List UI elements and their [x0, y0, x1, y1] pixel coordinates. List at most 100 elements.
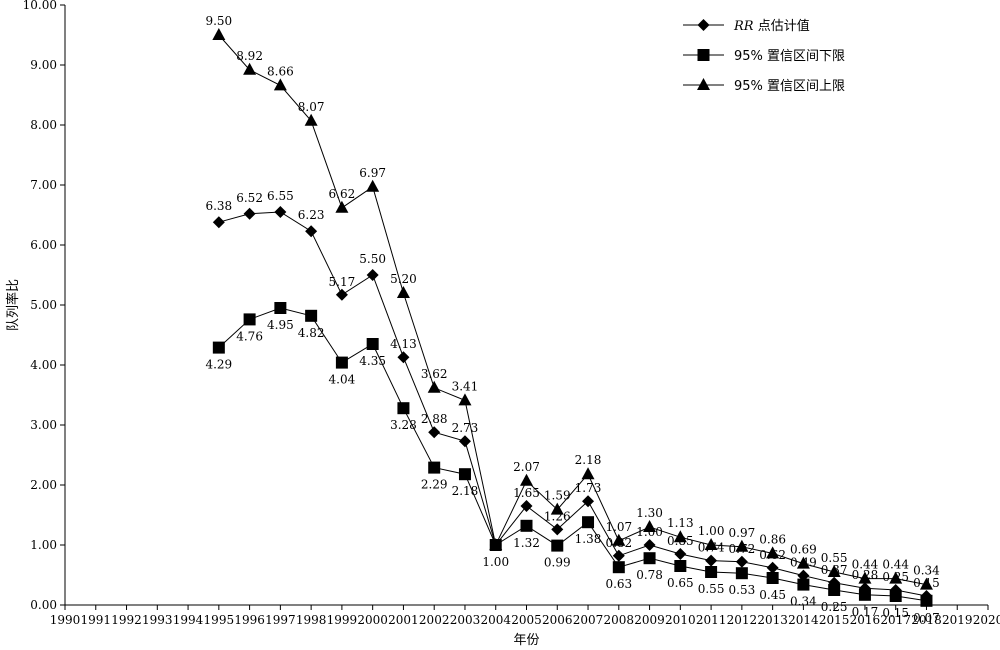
data-label-lower: 0.34 — [790, 595, 817, 609]
data-label-upper: 1.30 — [636, 506, 663, 520]
data-label-upper: 2.18 — [575, 453, 602, 467]
point-upper — [212, 28, 226, 40]
data-label-upper: 1.00 — [698, 524, 725, 538]
data-label-rr: 0.25 — [882, 570, 909, 584]
x-tick-label: 1991 — [80, 613, 111, 627]
point-upper — [796, 556, 810, 569]
legend-marker-square — [697, 49, 710, 61]
y-tick-label: 4.00 — [30, 358, 57, 372]
x-tick-label: 2008 — [604, 613, 635, 627]
data-label-rr: 0.62 — [759, 548, 786, 562]
data-label-upper: 2.07 — [513, 460, 540, 474]
legend-marker-triangle — [697, 78, 710, 90]
point-upper — [427, 380, 441, 393]
data-label-rr: 2.73 — [452, 421, 479, 435]
x-tick-label: 2016 — [850, 613, 881, 627]
x-tick-label: 2014 — [788, 613, 819, 627]
data-label-upper: 3.41 — [452, 379, 479, 393]
point-rr — [243, 207, 256, 220]
point-rr — [520, 500, 533, 512]
y-tick-label: 5.00 — [30, 298, 57, 312]
data-label-upper: 0.44 — [882, 558, 909, 572]
x-tick-label: 2000 — [357, 613, 388, 627]
x-tick-label: 1993 — [142, 613, 173, 627]
data-label-upper: 0.69 — [790, 543, 817, 557]
x-tick-label: 1998 — [296, 613, 327, 627]
data-label-rr: 0.28 — [852, 568, 879, 582]
data-label-upper: 0.44 — [852, 558, 879, 572]
x-tick-label: 2007 — [573, 613, 604, 627]
data-label-rr: 0.37 — [821, 563, 848, 577]
legend-label-lower: 95% 置信区间下限 — [734, 49, 845, 64]
x-tick-label: 2003 — [450, 613, 481, 627]
data-label-lower: 0.63 — [605, 577, 632, 591]
legend-marker-diamond — [697, 19, 710, 31]
point-lower — [274, 302, 287, 314]
point-rr — [274, 206, 287, 218]
data-label-lower: 2.29 — [421, 478, 448, 492]
y-tick-label: 1.00 — [30, 538, 57, 552]
data-label-upper: 0.34 — [913, 564, 940, 578]
data-label-rr: 1.00 — [636, 525, 663, 539]
y-tick-label: 9.00 — [30, 58, 57, 72]
data-label-rr: 0.15 — [913, 576, 940, 590]
point-upper — [273, 78, 287, 91]
point-lower — [766, 572, 779, 584]
data-label-rr: 6.23 — [298, 208, 325, 222]
data-label-upper: 6.62 — [329, 187, 356, 201]
x-tick-label: 1994 — [173, 613, 204, 627]
y-axis-title: 队列率比 — [5, 279, 21, 331]
data-label-lower: 0.65 — [667, 576, 694, 590]
x-tick-label: 1997 — [265, 613, 296, 627]
point-upper — [581, 467, 595, 480]
x-tick-label: 2012 — [727, 613, 758, 627]
data-label-lower: 1.32 — [513, 536, 540, 550]
data-label-lower: 1.00 — [482, 555, 509, 569]
data-label-rr: 5.17 — [329, 275, 356, 289]
x-tick-label: 2005 — [511, 613, 542, 627]
data-label-lower: 4.95 — [267, 318, 294, 332]
point-upper — [612, 533, 626, 546]
point-upper — [550, 502, 564, 515]
data-label-lower: 0.07 — [913, 611, 940, 625]
point-lower — [335, 356, 348, 369]
point-upper — [458, 393, 472, 406]
data-labels: 6.38 6.52 6.55 6.23 5.175.50 4.13 2.88 2.73 1.65… — [205, 14, 940, 625]
data-label-lower: 4.04 — [329, 373, 356, 387]
point-lower — [397, 402, 410, 415]
data-label-lower: 4.35 — [359, 354, 386, 368]
point-rr — [458, 435, 471, 448]
y-tick-label: 6.00 — [30, 238, 57, 252]
point-upper — [735, 539, 749, 552]
point-lower — [305, 309, 318, 322]
x-tick-label: 2017 — [880, 613, 911, 627]
x-tick-label: 2013 — [757, 613, 788, 627]
x-tick-label: 1992 — [111, 613, 142, 627]
point-upper — [766, 546, 780, 559]
x-tick-label: 2002 — [419, 613, 450, 627]
data-label-rr: 6.52 — [236, 191, 263, 205]
data-label-lower: 0.99 — [544, 556, 571, 570]
x-tick-label: 1995 — [204, 613, 235, 627]
point-rr — [397, 351, 410, 364]
data-label-upper: 0.86 — [759, 532, 786, 546]
point-upper — [704, 538, 718, 550]
data-label-upper: 1.59 — [544, 489, 571, 503]
point-rr — [766, 561, 779, 574]
data-label-lower: 0.25 — [821, 600, 848, 614]
data-label-upper: 8.66 — [267, 64, 294, 78]
point-rr — [643, 539, 656, 551]
point-upper — [858, 571, 872, 584]
data-label-upper: 0.55 — [821, 551, 848, 565]
data-label-rr: 1.73 — [575, 481, 602, 495]
data-label-lower: 0.55 — [698, 582, 725, 596]
y-tick-label: 2.00 — [30, 478, 57, 492]
data-label-rr: 2.88 — [421, 412, 448, 426]
legend-rr-italic: RR — [733, 19, 754, 34]
data-label-upper: 1.13 — [667, 516, 694, 530]
point-upper — [889, 571, 903, 584]
point-lower — [735, 567, 748, 580]
point-rr — [551, 523, 564, 536]
data-label-rr: 5.50 — [359, 252, 386, 266]
